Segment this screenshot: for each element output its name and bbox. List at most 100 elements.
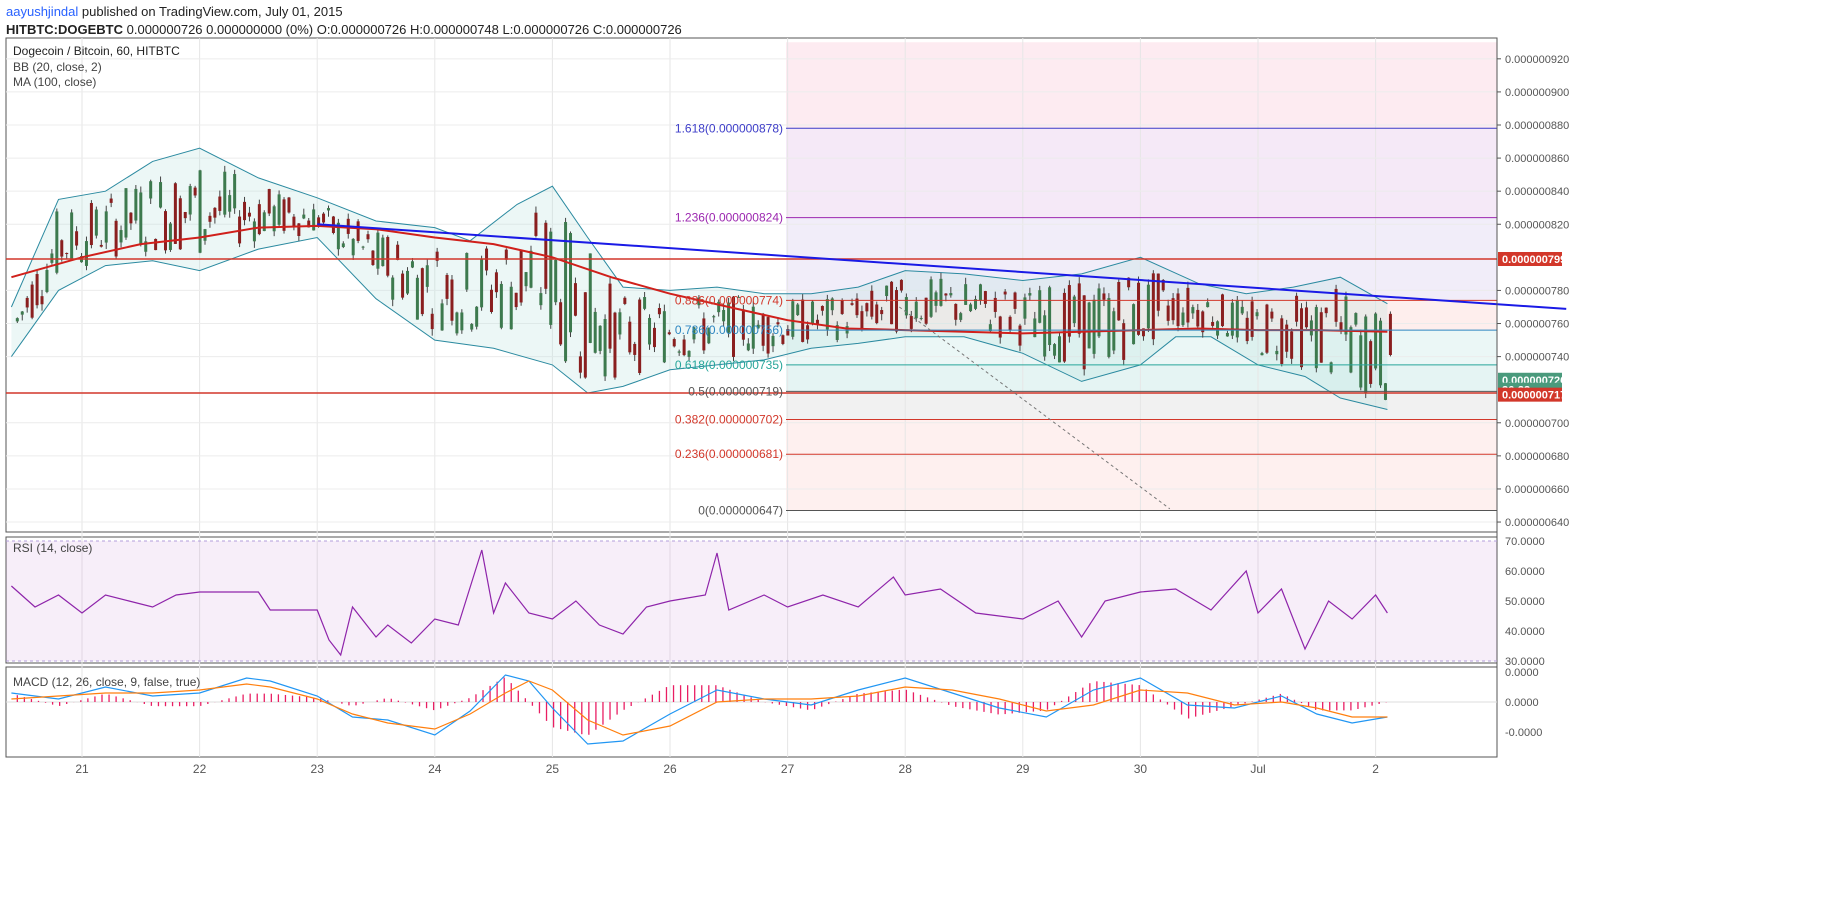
y-tick-label-6: 0.000000780	[1505, 285, 1569, 297]
candle-body	[277, 194, 281, 225]
candle-body	[341, 243, 345, 248]
candle-body	[954, 303, 958, 320]
candle-body	[1151, 273, 1155, 340]
candle-body	[1072, 296, 1076, 324]
candle-body	[756, 324, 760, 329]
candle-body	[623, 297, 627, 304]
candle-body	[1023, 297, 1027, 319]
quote-values: 0.000000726 0.000000000 (0%) O:0.0000007…	[126, 22, 682, 37]
candle-body	[1201, 311, 1205, 333]
candle-body	[267, 189, 271, 214]
candle-body	[396, 244, 400, 260]
candle-body	[504, 249, 508, 260]
rsi-tick-3: 40.0000	[1505, 626, 1545, 638]
candle-body	[687, 350, 691, 357]
x-tick-7: 28	[899, 762, 913, 776]
candle-body	[564, 222, 568, 362]
candle-body	[529, 250, 533, 288]
candle-body	[1265, 304, 1269, 353]
candle-body	[65, 253, 69, 255]
y-tick-label-8: 0.000000740	[1505, 352, 1569, 364]
candle-body	[70, 212, 74, 260]
candle-body	[983, 291, 987, 304]
candle-body	[243, 201, 247, 221]
candle-body	[929, 279, 933, 317]
candle-body	[885, 285, 889, 297]
x-tick-8: 29	[1016, 762, 1030, 776]
candle-body	[223, 171, 227, 215]
y-tick-label-12: 0.000000640	[1505, 517, 1569, 529]
fib-band-7	[786, 419, 1497, 511]
candle-body	[1062, 292, 1066, 362]
candle-body	[736, 296, 740, 298]
candle-body	[282, 199, 286, 231]
candle-body	[1067, 285, 1071, 337]
candle-body	[791, 301, 795, 337]
fib-band-0	[786, 42, 1497, 129]
candle-body	[855, 298, 859, 316]
author-link[interactable]: aayushjindal	[6, 4, 79, 19]
bb-lower-line	[10, 236, 1388, 410]
candle-body	[652, 327, 656, 348]
candle-body	[924, 297, 928, 324]
candle-body	[880, 310, 884, 315]
dashed-line	[899, 306, 1171, 510]
candle-body	[1097, 288, 1101, 337]
candle-body	[154, 238, 158, 251]
candle-body	[1141, 328, 1145, 337]
candle-body	[899, 279, 903, 291]
x-tick-9: 30	[1134, 762, 1148, 776]
candle-body	[139, 192, 143, 245]
price-tag-bg-0	[1498, 252, 1562, 266]
candle-body	[489, 289, 493, 312]
candle-body	[317, 217, 321, 227]
candle-body	[1057, 336, 1061, 363]
y-tick-label-4: 0.000000840	[1505, 186, 1569, 198]
candle-body	[1260, 353, 1264, 356]
macd-tick-0: 0.0000	[1505, 667, 1539, 679]
candle-body	[208, 215, 212, 222]
candle-body	[835, 325, 839, 340]
candle-body	[475, 306, 479, 327]
candle-body	[751, 306, 755, 349]
x-tick-10: Jul	[1250, 762, 1265, 776]
candle-body	[692, 327, 696, 340]
rsi-tick-2: 50.0000	[1505, 596, 1545, 608]
candle-body	[870, 290, 874, 317]
candle-body	[257, 204, 261, 235]
macd-pane	[5, 666, 1498, 758]
candle-body	[593, 311, 597, 353]
candle-body	[825, 299, 829, 330]
candle-body	[1290, 331, 1294, 359]
candle-body	[1008, 316, 1012, 331]
candle-body	[455, 312, 459, 334]
rsi-tick-0: 70.0000	[1505, 536, 1545, 548]
candle-body	[450, 279, 454, 321]
candle-body	[109, 198, 113, 203]
candle-body	[312, 209, 316, 231]
candle-body	[865, 303, 869, 312]
candle-body	[801, 299, 805, 342]
fib-label-0: 1.618(0.000000878)	[675, 121, 783, 135]
candle-body	[1107, 298, 1111, 357]
candle-body	[1156, 273, 1160, 311]
candle-body	[213, 207, 217, 218]
candle-body	[712, 316, 716, 318]
x-tick-2: 23	[311, 762, 325, 776]
candle-body	[89, 202, 93, 246]
candle-body	[322, 213, 326, 223]
candle-body	[1369, 341, 1373, 384]
candle-body	[173, 183, 177, 244]
candle-body	[583, 292, 587, 378]
x-tick-6: 27	[781, 762, 795, 776]
candle-body	[1364, 316, 1368, 394]
candle-body	[50, 253, 54, 263]
candle-body	[1077, 283, 1081, 334]
candle-body	[771, 335, 775, 347]
candle-body	[228, 195, 232, 212]
candle-body	[539, 293, 543, 306]
candle-body	[1230, 302, 1234, 336]
fib-label-5: 0.5(0.000000719)	[688, 384, 783, 398]
candle-body	[1028, 293, 1032, 296]
